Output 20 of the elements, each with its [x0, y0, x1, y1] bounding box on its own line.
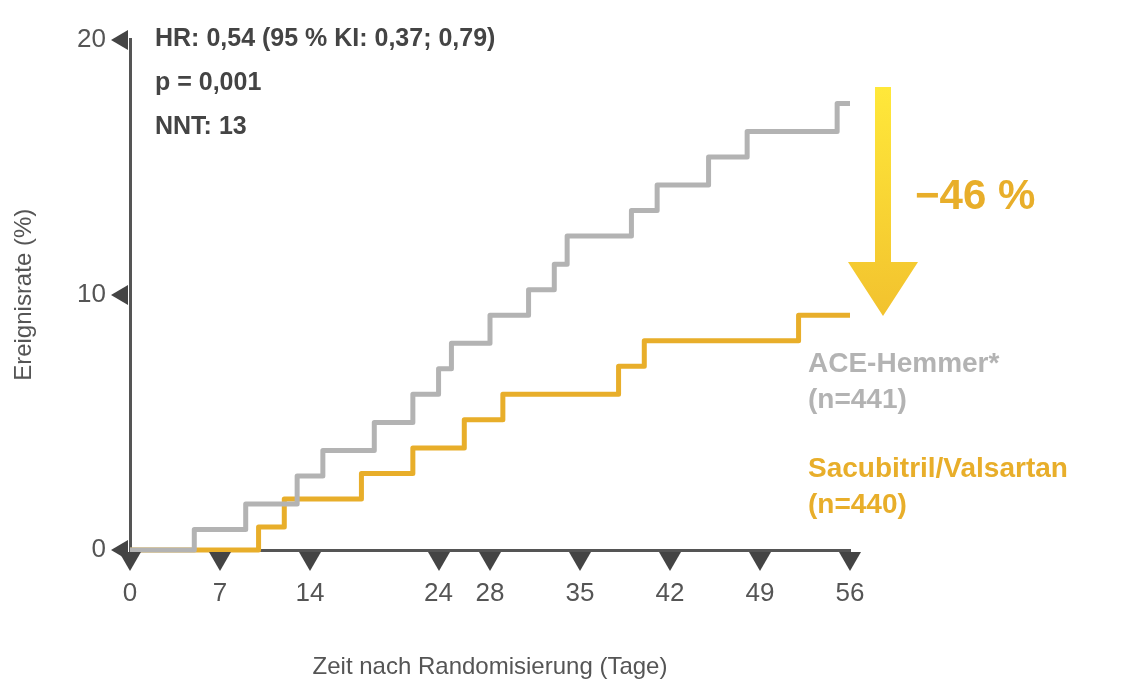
x-tick-label: 49: [745, 576, 775, 607]
x-tick-label: 28: [475, 576, 505, 607]
text: ACE-Hemmer* (n=441): [808, 346, 1000, 416]
x-tick-label: 35: [565, 576, 595, 607]
x-axis-title: Zeit nach Randomisierung (Tage): [312, 652, 668, 680]
x-tick-label: 7: [212, 576, 228, 607]
text: Sacubitril/Valsartan (n=440): [808, 451, 1068, 521]
y-axis-title: Ereignisrate (%): [9, 208, 37, 381]
y-tick-label: 10: [77, 277, 106, 308]
annotation: p = 0,001: [155, 66, 262, 97]
x-tick-label: 24: [424, 576, 454, 607]
annotation: HR: 0,54 (95 % KI: 0,37; 0,79): [155, 22, 496, 53]
text: −46 %: [915, 170, 1036, 220]
x-tick-label: 42: [655, 576, 685, 607]
x-tick-label: 56: [835, 576, 865, 607]
y-tick-label: 0: [91, 533, 106, 564]
y-tick-label: 20: [77, 22, 106, 53]
x-tick-label: 0: [122, 576, 138, 607]
annotation: NNT: 13: [155, 110, 247, 141]
x-tick-label: 14: [295, 576, 325, 607]
